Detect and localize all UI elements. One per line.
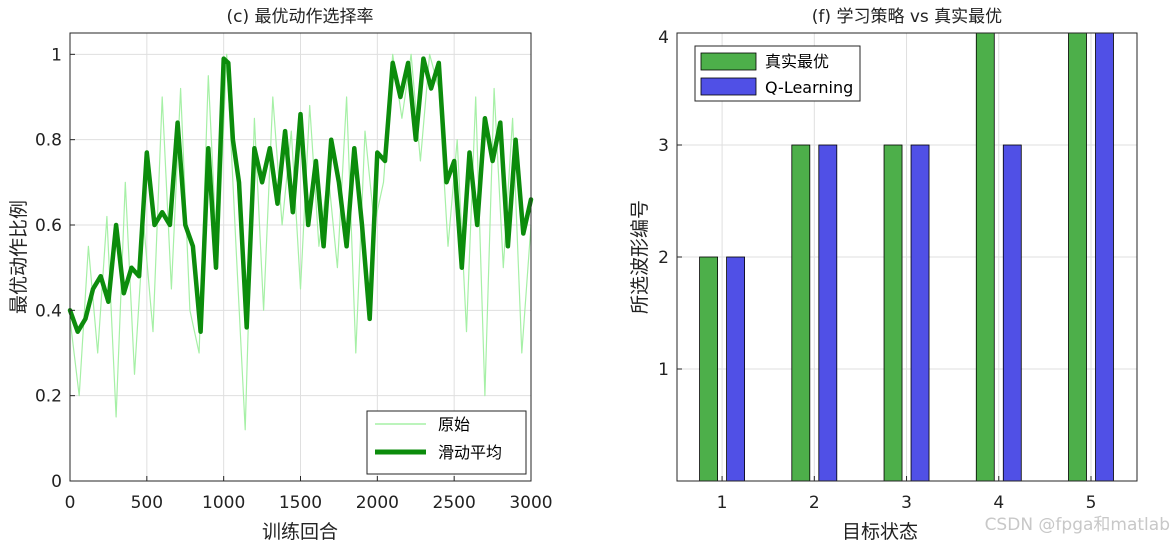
legend-label-true-optimal: 真实最优 <box>765 52 829 71</box>
y-tick-label: 4 <box>658 28 669 48</box>
moving-average-line <box>67 56 534 334</box>
y-tick-label: 0.8 <box>35 131 62 151</box>
bar-q-learning <box>1095 32 1114 482</box>
bar-true-optimal <box>1068 32 1087 482</box>
x-tick-label: 1 <box>717 493 728 513</box>
chart-title: (c) 最优动作选择率 <box>226 7 373 27</box>
legend-label-raw: 原始 <box>438 415 470 434</box>
x-tick-label: 3000 <box>509 493 552 513</box>
x-tick-label: 2 <box>809 493 820 513</box>
legend-label-q-learning: Q-Learning <box>765 78 853 97</box>
y-tick-label: 3 <box>658 136 669 156</box>
bar-true-optimal <box>791 144 811 482</box>
series-moving-average-line <box>67 56 534 334</box>
bar-true-optimal <box>699 256 718 482</box>
axis-ticks: 1 2 3 4 5 1 2 3 4 <box>658 28 1096 513</box>
bar-q-learning <box>1002 144 1022 482</box>
x-tick-label: 1000 <box>202 493 245 513</box>
policy-comparison-chart: (f) 学习策略 vs 真实最优 1 2 3 4 5 1 2 3 4 目标状态 所选波形编号 真… <box>629 7 1138 543</box>
x-tick-label: 3 <box>901 493 912 513</box>
bars <box>699 32 1114 482</box>
bar-true-optimal <box>975 32 995 482</box>
legend-box <box>366 410 527 475</box>
x-tick-label: 500 <box>131 493 163 513</box>
x-axis-label: 目标状态 <box>842 521 918 543</box>
watermark: CSDN @fpga和matlab <box>985 515 1170 535</box>
y-tick-label: 1 <box>51 45 62 65</box>
chart-title: (f) 学习策略 vs 真实最优 <box>812 7 1002 27</box>
x-tick-label: 5 <box>1086 493 1097 513</box>
legend-swatch-q-learning <box>700 77 757 96</box>
bar-q-learning <box>818 144 838 482</box>
legend: 原始 滑动平均 <box>366 410 527 475</box>
bar-q-learning <box>726 256 745 482</box>
y-tick-label: 1 <box>658 360 669 380</box>
y-axis-label: 所选波形编号 <box>629 200 651 314</box>
bar-true-optimal <box>883 144 903 482</box>
x-tick-label: 2000 <box>356 493 399 513</box>
y-tick-label: 2 <box>658 248 669 268</box>
bar-q-learning <box>910 144 930 482</box>
legend-label-moving-average: 滑动平均 <box>438 443 502 462</box>
x-tick-label: 0 <box>65 493 76 513</box>
legend-swatch-true-optimal <box>700 52 757 71</box>
x-tick-label: 2500 <box>433 493 476 513</box>
y-tick-label: 0.6 <box>35 216 62 236</box>
y-tick-label: 0.2 <box>35 387 62 407</box>
axis-ticks: 0 500 1000 1500 2000 2500 3000 0 0.2 0.4 0.6 0.8 1 <box>35 45 553 513</box>
y-axis-label: 最优动作比例 <box>8 200 30 314</box>
y-tick-label: 0.4 <box>35 301 62 321</box>
x-tick-label: 4 <box>993 493 1004 513</box>
x-tick-label: 1500 <box>279 493 322 513</box>
x-axis-label: 训练回合 <box>262 521 338 543</box>
y-tick-label: 0 <box>51 472 62 492</box>
legend: 真实最优 Q-Learning <box>694 45 861 102</box>
optimal-action-rate-chart: (c) 最优动作选择率 0 500 1000 1500 2000 2500 3000 0 0.2… <box>8 7 553 543</box>
